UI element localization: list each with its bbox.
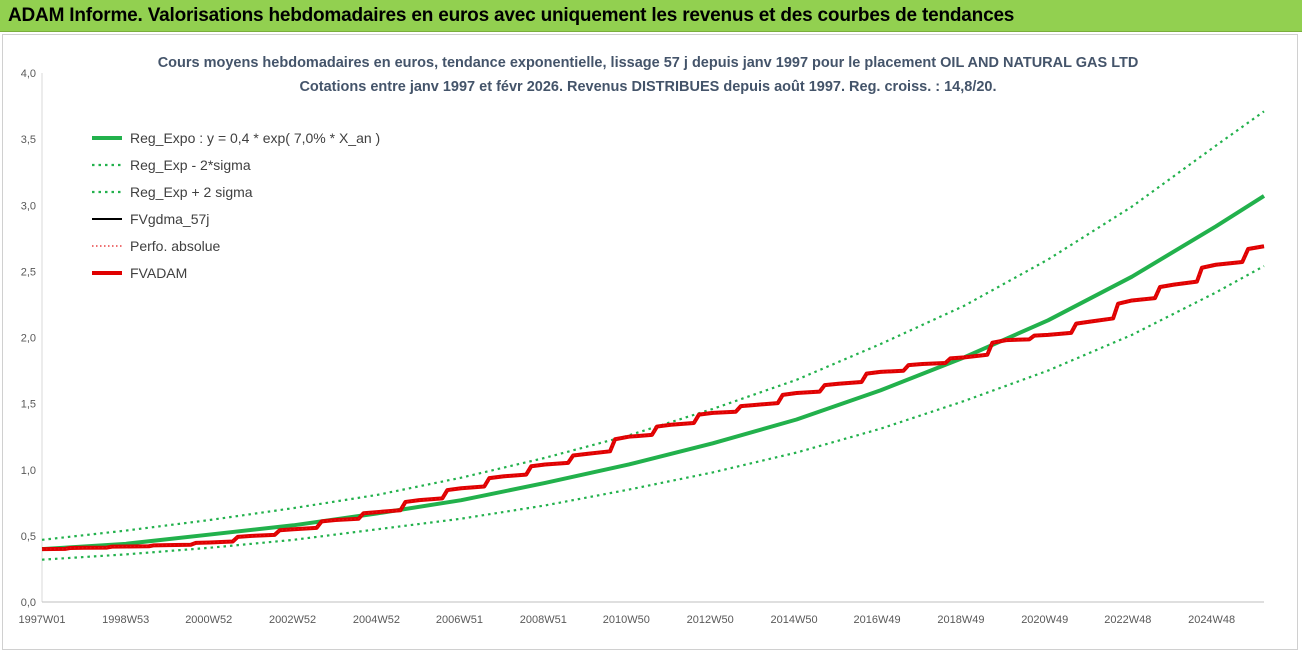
x-tick-label: 1998W53 [102,614,149,626]
legend-label: FVgdma_57j [130,211,209,227]
series-line-2 [41,110,1265,541]
chart-title-line1: Cours moyens hebdomadaires en euros, ten… [158,55,1139,71]
chart-frame [2,34,1298,650]
legend: Reg_Expo : y = 0,4 * exp( 7,0% * X_an ) R… [92,130,380,281]
x-tick-label: 1997W01 [18,614,65,626]
header-banner: ADAM Informe. Valorisations hebdomadaire… [0,0,1302,32]
x-tick-label: 2020W49 [1021,614,1068,626]
legend-label: Reg_Expo : y = 0,4 * exp( 7,0% * X_an ) [130,130,380,146]
chart-title-line2: Cotations entre janv 1997 et févr 2026. … [299,79,996,95]
y-axis: 0,0 0,5 1,0 1,5 2,0 2,5 3,0 3,5 4,0 [21,68,43,609]
banner-title: ADAM Informe. Valorisations hebdomadaire… [8,5,1015,26]
x-tick-label: 2004W52 [353,614,400,626]
x-tick-label: 2002W52 [269,614,316,626]
series-line-5 [41,244,1265,552]
x-tick-label: 2018W49 [937,614,984,626]
x-tick-label: 2006W51 [436,614,483,626]
legend-label: Reg_Exp + 2 sigma [130,184,253,200]
y-tick-label: 0,0 [21,597,36,609]
x-tick-label: 2016W49 [854,614,901,626]
y-tick-label: 3,0 [21,200,36,212]
y-tick-label: 4,0 [21,68,36,80]
y-tick-label: 1,0 [21,465,36,477]
x-tick-label: 2010W50 [603,614,650,626]
series-line-1 [41,265,1265,561]
x-tick-label: 2012W50 [687,614,734,626]
series-line-3 [41,245,1265,551]
series-line-0 [41,194,1266,552]
x-tick-label: 2022W48 [1104,614,1151,626]
legend-label: Perfo. absolue [130,238,220,254]
y-tick-label: 3,5 [21,134,36,146]
x-axis: 1997W01 1998W53 2000W52 2002W52 2004W52 2006W… [18,601,1264,626]
y-tick-label: 2,5 [21,266,36,278]
x-tick-label: 2008W51 [520,614,567,626]
x-tick-label: 2014W50 [770,614,817,626]
legend-label: Reg_Exp - 2*sigma [130,157,251,173]
x-tick-label: 2000W52 [185,614,232,626]
y-tick-label: 2,0 [21,333,36,345]
plot-area [41,110,1266,561]
y-tick-label: 0,5 [21,531,36,543]
x-tick-label: 2024W48 [1188,614,1235,626]
y-tick-label: 1,5 [21,399,36,411]
legend-label: FVADAM [130,265,187,281]
series-line-4 [41,245,1265,550]
